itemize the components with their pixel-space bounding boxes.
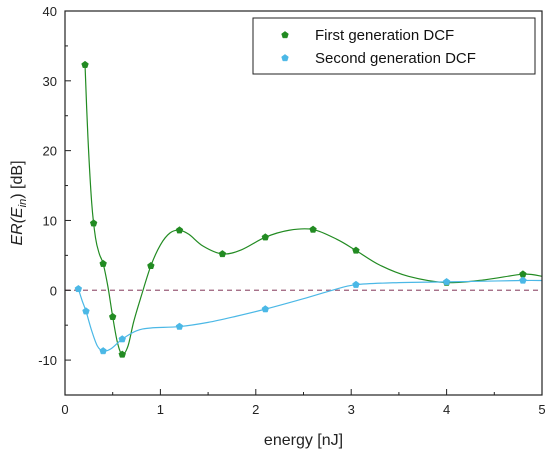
series-2-point [175,322,184,330]
series-2-point [519,276,527,284]
series-1-point [352,246,360,254]
series-1-point [309,225,317,233]
legend-label-2: Second generation DCF [315,50,476,67]
y-axis-label: ER(Ein) [dB] [9,160,29,245]
series-2-point [74,284,83,293]
series-1-point [99,259,107,267]
series-1-point [118,350,126,358]
axis-ticks: 0 1 2 3 4 5 -10 0 10 20 30 40 [38,4,545,417]
y-tick-label: 0 [50,283,57,298]
x-tick-label: 3 [348,402,355,417]
series-2-point [442,277,451,286]
y-axis-label-suffix: ) [dB] [9,160,26,198]
x-tick-label: 4 [443,402,450,417]
legend-label-1: First generation DCF [315,27,454,44]
y-tick-label: -10 [38,353,57,368]
series-2-point [82,307,90,315]
series-1-point [89,219,98,227]
series-1-point [147,261,155,269]
plot-area [65,60,543,358]
y-tick-label: 10 [43,213,57,228]
series-2-point [118,335,126,343]
y-tick-label: 20 [43,144,57,159]
series-1-point [81,60,89,68]
legend-box [252,17,536,75]
legend-marker-2 [281,54,289,62]
series-2-point [352,280,360,288]
series-1-line [84,64,543,356]
y-axis-label-main: ER(E [9,207,26,246]
series-2-point [99,347,107,355]
series-2-point [261,305,270,313]
series-2-line [77,279,543,352]
series-1-point [175,226,184,234]
series-1-point [218,250,227,258]
x-tick-label: 5 [538,402,545,417]
x-tick-label: 0 [61,402,68,417]
series-1-point [261,233,270,241]
legend: First generation DCF Second generation DC… [252,17,536,75]
y-axis-label-subscript: in [17,199,29,208]
y-tick-label: 40 [43,4,57,19]
y-tick-label: 30 [43,74,57,89]
x-axis-label: energy [nJ] [264,432,343,449]
x-tick-label: 1 [157,402,164,417]
legend-marker-1 [281,31,289,39]
series-1-point [108,312,117,320]
x-tick-label: 2 [252,402,259,417]
series-1-point [519,270,527,278]
